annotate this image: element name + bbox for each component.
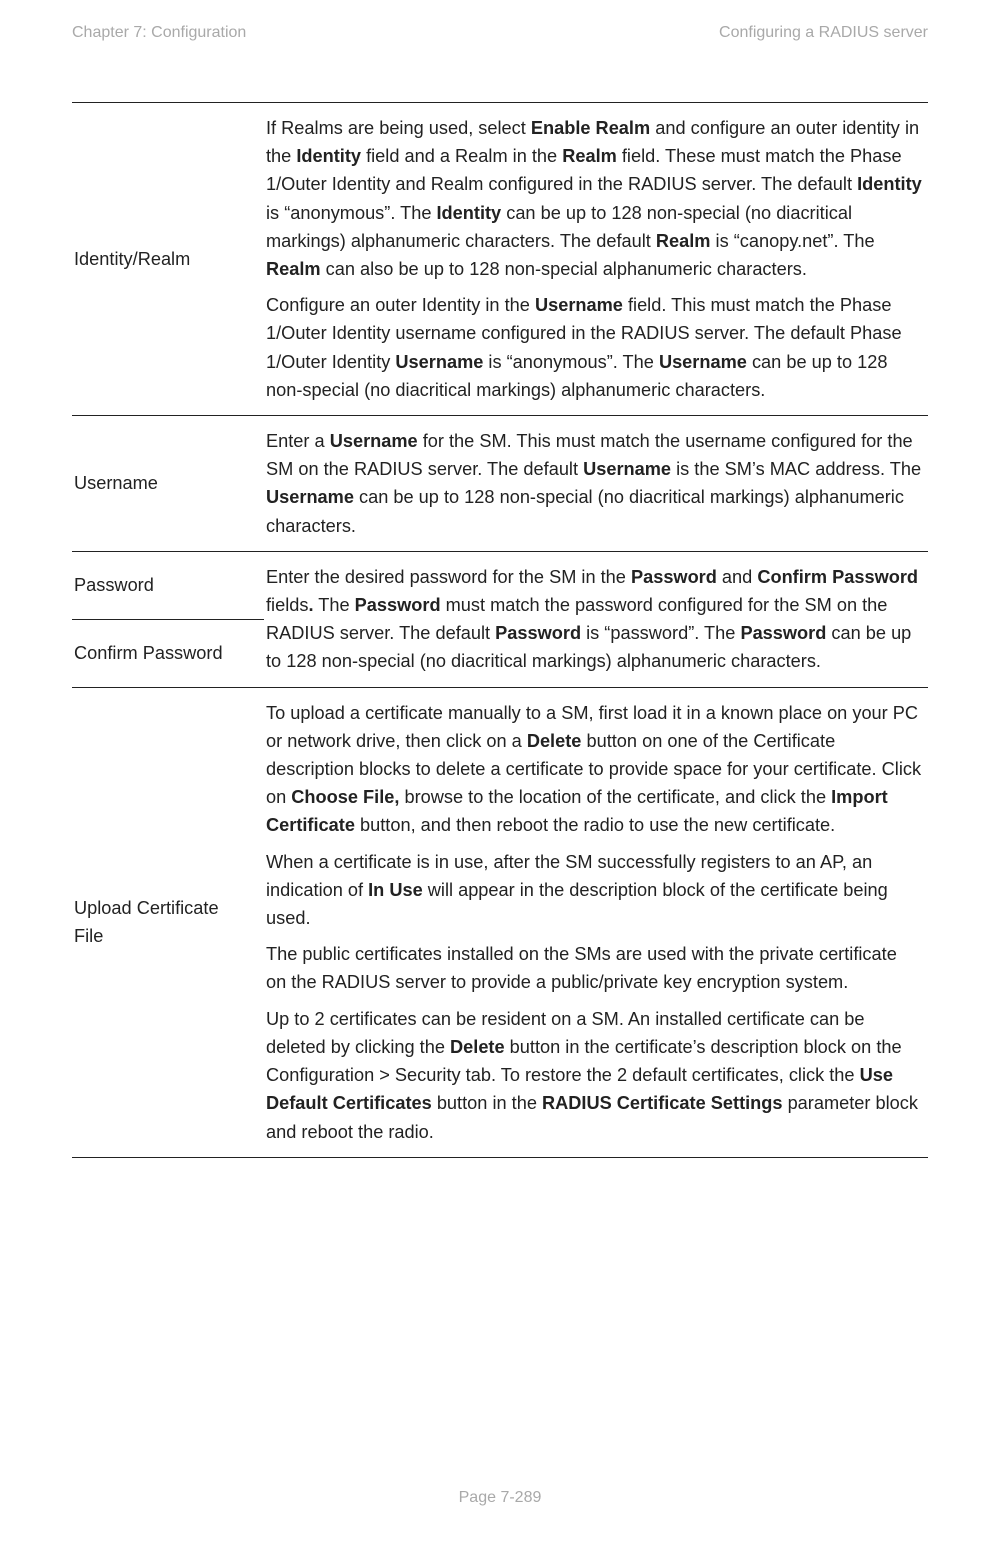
attr-upload-certificate: Upload Certificate File xyxy=(72,687,264,1157)
config-table: Identity/Realm If Realms are being used,… xyxy=(72,102,928,1158)
page-header: Chapter 7: Configuration Configuring a R… xyxy=(0,0,1000,42)
attr-password: Password xyxy=(72,551,264,619)
paragraph: Configure an outer Identity in the Usern… xyxy=(266,291,922,404)
page-footer: Page 7-289 xyxy=(0,1489,1000,1507)
page-number: Page 7-289 xyxy=(459,1489,542,1506)
attr-identity-realm: Identity/Realm xyxy=(72,103,264,416)
table-row: Password Enter the desired password for … xyxy=(72,551,928,619)
page-content: Identity/Realm If Realms are being used,… xyxy=(0,42,1000,1158)
paragraph: To upload a certificate manually to a SM… xyxy=(266,699,922,840)
paragraph: Enter a Username for the SM. This must m… xyxy=(266,427,922,540)
paragraph: The public certificates installed on the… xyxy=(266,940,922,996)
table-row: Identity/Realm If Realms are being used,… xyxy=(72,103,928,416)
paragraph: Enter the desired password for the SM in… xyxy=(266,563,922,676)
table-row: Upload Certificate File To upload a cert… xyxy=(72,687,928,1157)
attr-confirm-password: Confirm Password xyxy=(72,619,264,687)
attr-description: Enter a Username for the SM. This must m… xyxy=(264,416,928,552)
chapter-label: Chapter 7: Configuration xyxy=(72,24,246,42)
table-row: Username Enter a Username for the SM. Th… xyxy=(72,416,928,552)
paragraph: Up to 2 certificates can be resident on … xyxy=(266,1005,922,1146)
attr-username: Username xyxy=(72,416,264,552)
attr-description: If Realms are being used, select Enable … xyxy=(264,103,928,416)
paragraph: When a certificate is in use, after the … xyxy=(266,848,922,933)
section-label: Configuring a RADIUS server xyxy=(719,24,928,42)
paragraph: If Realms are being used, select Enable … xyxy=(266,114,922,283)
attr-description: To upload a certificate manually to a SM… xyxy=(264,687,928,1157)
attr-description: Enter the desired password for the SM in… xyxy=(264,551,928,687)
